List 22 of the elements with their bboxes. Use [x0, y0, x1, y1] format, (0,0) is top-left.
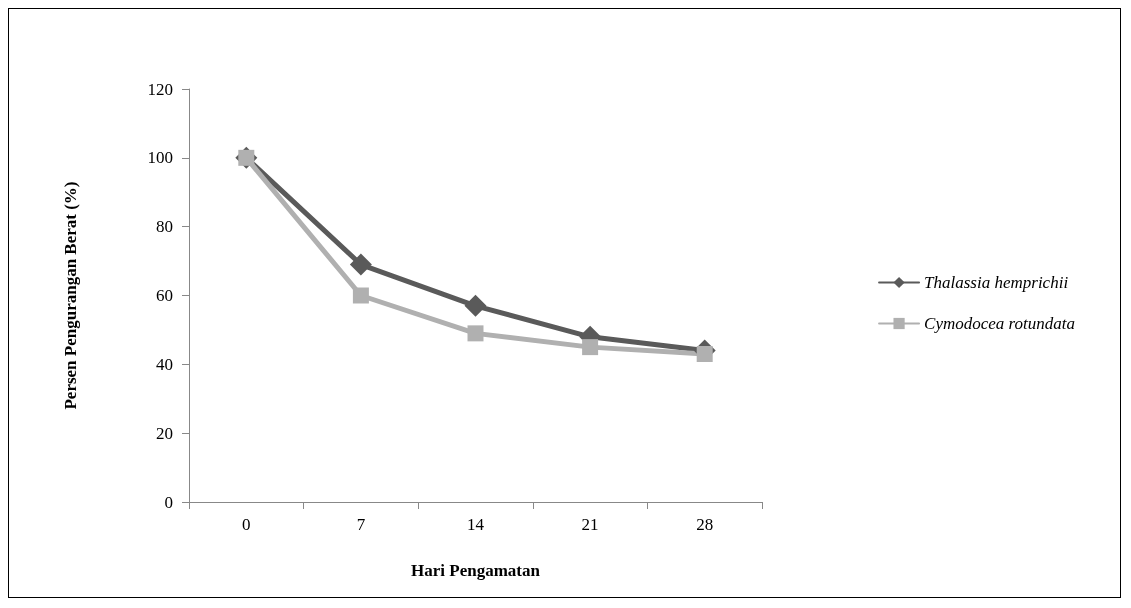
- point: [349, 253, 372, 276]
- x-tick-label: 21: [581, 515, 599, 534]
- y-tick-label: 80: [156, 217, 173, 237]
- y-axis-title: Persen Pengurangan Berat (%): [61, 181, 80, 410]
- y-tick-label: 40: [156, 354, 173, 374]
- y-tick-label: 20: [156, 423, 173, 443]
- point: [464, 294, 487, 317]
- y-tick-label: 60: [156, 286, 173, 305]
- legend-label: Thalassia hemprichii: [924, 273, 1069, 292]
- y-tick-label: 100: [147, 148, 173, 168]
- x-tick-label: 14: [467, 515, 485, 534]
- x-tick-label: 28: [696, 515, 714, 534]
- legend-label: Cymodocea rotundata: [924, 314, 1075, 333]
- x-tick-label: 7: [356, 515, 366, 534]
- point: [467, 325, 484, 342]
- x-tick-label: 0: [242, 515, 251, 534]
- y-tick-label: 120: [147, 79, 173, 99]
- point: [696, 346, 713, 363]
- x-axis-title: Hari Pengamatan: [411, 561, 541, 580]
- point: [582, 339, 599, 356]
- y-tick-label: 0: [164, 492, 173, 512]
- point: [352, 287, 369, 304]
